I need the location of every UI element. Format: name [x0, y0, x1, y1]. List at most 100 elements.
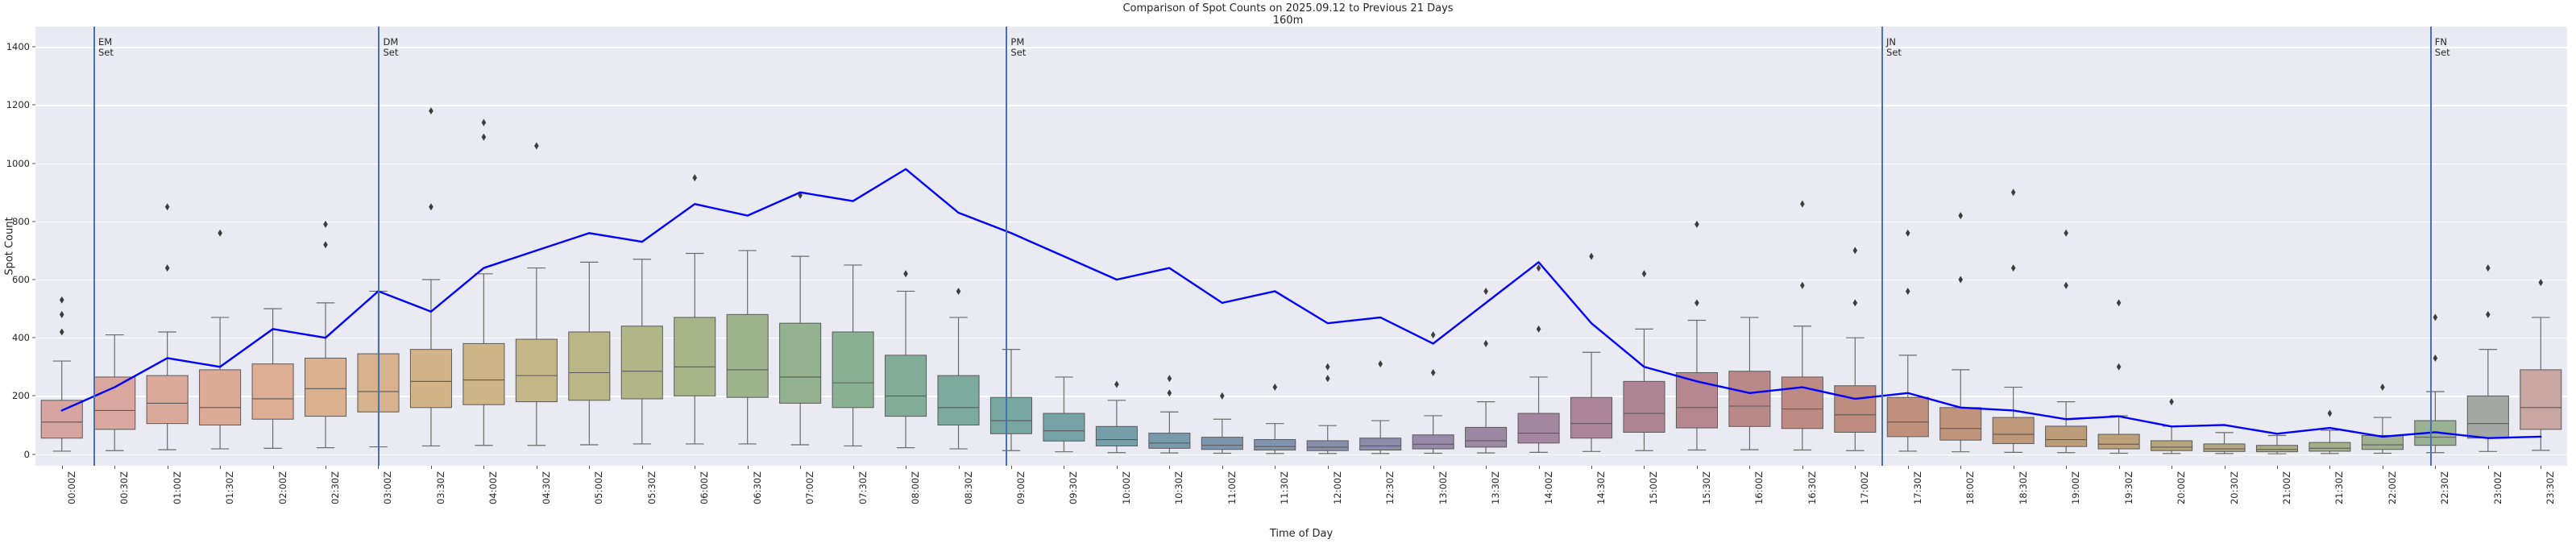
x-axis-tick-mark [61, 466, 63, 469]
box-plot-item [1781, 200, 1823, 451]
x-axis-tick-mark [1222, 466, 1223, 469]
x-axis-tick-label: 12:00Z [1331, 471, 1343, 505]
x-axis-tick-mark [589, 466, 591, 469]
x-axis-tick-label: 18:00Z [1964, 471, 1977, 505]
box-plot-item [2308, 409, 2351, 454]
y-axis-tick-label: 1200 [6, 99, 30, 111]
x-axis-tick-mark [1433, 466, 1434, 469]
box-plot-item [1939, 212, 1982, 453]
x-axis-tick-mark [2276, 466, 2278, 469]
current-day-line [60, 168, 2542, 439]
box-plot-item [2045, 229, 2088, 454]
x-axis-tick-label: 17:00Z [1859, 471, 1871, 505]
event-line-jn-set [1881, 27, 1884, 466]
box-plot-item [2361, 384, 2404, 454]
box-plot-item [1465, 287, 1508, 454]
plot-area: EM Set DM Set PM Set JN Set FN Set [35, 27, 2567, 466]
x-axis-tick-mark [483, 466, 485, 469]
box-plot-item [937, 287, 980, 450]
y-axis-tick-mark [32, 163, 35, 164]
x-axis-tick-mark [1327, 466, 1329, 469]
y-axis-tick-mark [32, 221, 35, 222]
x-axis-tick-mark [1538, 466, 1540, 469]
x-axis-tick-label: 02:30Z [330, 471, 342, 505]
box-plot-item [199, 229, 242, 450]
x-axis-tick-label: 07:30Z [857, 471, 869, 505]
x-axis-tick-mark [1116, 466, 1118, 469]
x-axis-tick-mark [378, 466, 380, 469]
x-axis-tick-label: 06:30Z [751, 471, 763, 505]
x-axis-tick-label: 23:30Z [2545, 471, 2557, 505]
x-axis-tick-label: 08:00Z [910, 471, 922, 505]
x-axis-tick-mark [2118, 466, 2120, 469]
gridline [35, 105, 2567, 106]
x-axis-tick-label: 16:30Z [1806, 471, 1818, 505]
x-axis-tick-label: 01:00Z [171, 471, 183, 505]
x-axis-tick-mark [1802, 466, 1803, 469]
y-axis-tick-mark [32, 46, 35, 48]
box-plot-item [1834, 247, 1877, 451]
x-axis-tick-label: 03:30Z [434, 471, 446, 505]
event-line-dm-set [378, 27, 380, 466]
x-axis-tick-label: 14:00Z [1542, 471, 1554, 505]
box-plot-item [1043, 376, 1085, 453]
box-plot-item [463, 118, 505, 446]
x-axis-tick-label: 23:00Z [2491, 471, 2503, 505]
box-plot-item [1201, 392, 1243, 454]
box-plot-item [1306, 363, 1349, 454]
x-axis-tick-mark [800, 466, 802, 469]
x-axis-tick-mark [1486, 466, 1487, 469]
x-axis-tick-mark [1749, 466, 1751, 469]
x-axis-title: Time of Day [1269, 528, 1334, 540]
x-axis-tick-mark [1855, 466, 1856, 469]
gridline [35, 454, 2567, 455]
x-axis-tick-mark [1907, 466, 1909, 469]
box-plot-item [568, 261, 611, 446]
x-axis-tick-label: 22:00Z [2386, 471, 2398, 505]
x-axis-tick-label: 19:30Z [2122, 471, 2134, 505]
x-axis-tick-label: 17:30Z [1911, 471, 1923, 505]
box-plot-item [2097, 299, 2140, 454]
y-axis: 0 200 400 600 800 1000 1200 1400 [0, 27, 35, 466]
box-plot-item [1359, 360, 1402, 454]
box-plot-item [2151, 398, 2193, 454]
y-axis-tick-mark [32, 104, 35, 106]
event-line-em-set [93, 27, 95, 466]
box-plot-item [620, 259, 663, 445]
x-axis-tick-label: 09:30Z [1068, 471, 1080, 505]
x-axis-tick-mark [272, 466, 274, 469]
title-block: Comparison of Spot Counts on 2025.09.12 … [0, 2, 2576, 27]
x-axis-tick-label: 02:00Z [276, 471, 288, 505]
x-axis-tick-mark [114, 466, 116, 469]
box-plot-item [1675, 220, 1718, 451]
x-axis-tick-label: 05:00Z [593, 471, 605, 505]
x-axis-tick-label: 21:30Z [2333, 471, 2346, 505]
x-axis-tick-label: 07:00Z [804, 471, 816, 505]
x-axis-tick-mark [641, 466, 643, 469]
box-plot-item [674, 174, 716, 445]
x-axis-tick-label: 21:00Z [2280, 471, 2292, 505]
box-plot-item [2466, 264, 2509, 452]
box-plot-item [989, 349, 1033, 451]
x-axis-tick-label: 01:30Z [224, 471, 236, 505]
x-axis: 00:00Z 00:30Z 01:00Z 01:30Z 02:00Z 02:30Z 03:0… [35, 466, 2567, 538]
box-plot-item [1095, 380, 1138, 454]
x-axis-tick-mark [747, 466, 749, 469]
x-axis-tick-mark [958, 466, 960, 469]
x-axis-tick-label: 09:00Z [1014, 471, 1027, 505]
box-plot-item [1623, 270, 1665, 451]
box-plot-item [2203, 432, 2246, 454]
y-axis-tick-label: 1400 [6, 41, 30, 53]
box-plot-item [2255, 434, 2299, 454]
x-axis-tick-mark [1696, 466, 1698, 469]
box-plot-item [1570, 252, 1613, 452]
event-line-pm-set [1006, 27, 1008, 466]
x-axis-tick-label: 15:30Z [1700, 471, 1712, 505]
box-plot-item [885, 270, 927, 449]
chart-subtitle: 160m [1272, 15, 1304, 27]
box-plot-item [779, 191, 822, 446]
x-axis-tick-label: 22:30Z [2439, 471, 2451, 505]
x-axis-tick-mark [2329, 466, 2331, 469]
box-plot-item [1412, 331, 1454, 454]
y-axis-tick-label: 0 [23, 448, 30, 460]
